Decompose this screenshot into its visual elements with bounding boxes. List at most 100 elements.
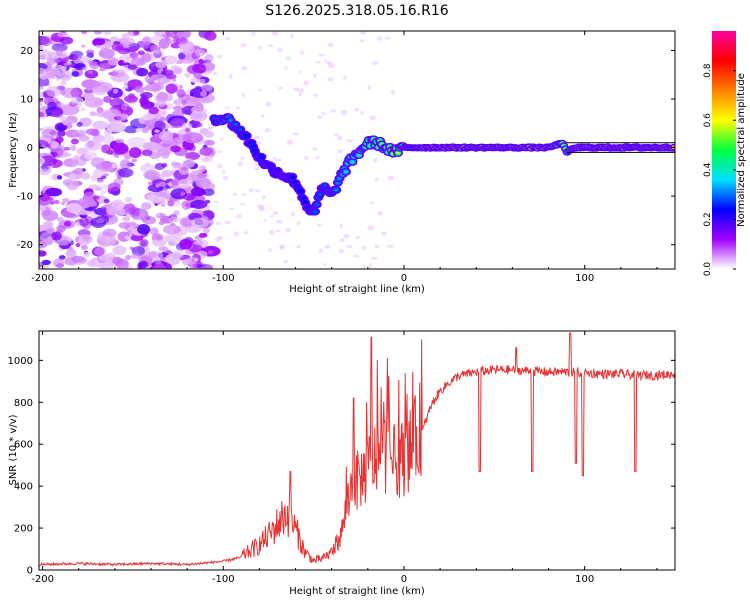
signal-core	[313, 210, 317, 213]
noise-blob	[168, 216, 180, 223]
noise-blob	[112, 245, 127, 256]
noise-blob	[137, 50, 145, 56]
noise-blob	[140, 202, 152, 210]
snr-y-label: SNR (10 * v/v)	[8, 414, 19, 485]
noise-blob	[96, 178, 104, 183]
noise-blob	[98, 48, 115, 59]
noise-blob	[354, 107, 360, 112]
noise-blob	[58, 255, 66, 260]
noise-blob	[239, 202, 246, 206]
noise-blob	[318, 53, 325, 57]
noise-blob	[39, 98, 44, 103]
noise-blob	[159, 68, 164, 72]
y-tick-label: 20	[20, 46, 33, 57]
noise-blob	[87, 259, 97, 267]
noise-blob	[65, 251, 72, 256]
signal-core	[233, 123, 238, 126]
noise-blob	[253, 135, 260, 140]
noise-blob	[87, 70, 94, 75]
noise-blob	[284, 227, 292, 233]
noise-blob	[100, 175, 107, 180]
noise-blob	[102, 134, 114, 145]
noise-blob	[106, 121, 127, 133]
noise-blob	[191, 217, 209, 229]
noise-blob	[158, 221, 165, 226]
noise-blob	[102, 31, 112, 36]
noise-blob	[222, 170, 226, 174]
noise-blob	[212, 71, 218, 76]
noise-blob	[219, 137, 223, 141]
signal-core	[238, 128, 243, 131]
noise-blob	[198, 232, 208, 238]
noise-blob	[198, 165, 206, 173]
noise-blob	[169, 118, 186, 129]
noise-blob	[377, 210, 384, 216]
signal-track	[209, 113, 675, 216]
noise-blob	[39, 49, 52, 60]
noise-blob	[143, 85, 155, 91]
noise-blob	[224, 220, 231, 225]
noise-blob	[92, 120, 109, 130]
noise-blob	[318, 248, 323, 254]
noise-blob	[204, 130, 215, 138]
noise-blob	[196, 238, 202, 242]
noise-blob	[99, 62, 111, 70]
noise-blob	[216, 54, 222, 59]
noise-blob	[70, 255, 88, 265]
signal-core	[337, 177, 342, 180]
noise-blob	[213, 200, 219, 204]
noise-blob	[156, 235, 162, 241]
noise-blob	[130, 253, 141, 260]
noise-blob	[96, 218, 105, 224]
noise-blob	[62, 74, 70, 78]
noise-blob	[133, 31, 140, 36]
noise-blob	[257, 45, 262, 50]
noise-blob	[51, 231, 62, 241]
snr-y-axis: 0 200 400 600 800 1000	[8, 356, 675, 577]
noise-blob	[39, 205, 46, 212]
spectrogram-y-axis: -20 -10 0 10 20	[17, 46, 675, 251]
noise-blob	[42, 168, 49, 172]
noise-blob	[190, 77, 198, 83]
noise-blob	[39, 250, 47, 257]
noise-blob	[386, 244, 394, 248]
noise-blob	[171, 78, 177, 82]
spectrogram-y-label: Frequency (Hz)	[8, 112, 19, 188]
noise-blob	[88, 61, 98, 67]
noise-blob	[80, 172, 91, 180]
noise-blob	[257, 204, 262, 209]
noise-blob	[180, 166, 188, 171]
y-tick-label: 400	[14, 482, 33, 493]
noise-blob	[200, 83, 213, 92]
noise-blob	[298, 92, 303, 97]
noise-blob	[173, 249, 184, 259]
noise-blob	[122, 216, 131, 222]
colorbar-label: Normalized spectral amplitude	[736, 73, 747, 227]
signal-core	[357, 153, 361, 157]
noise-blob	[51, 43, 68, 52]
noise-blob	[100, 206, 107, 211]
noise-blob	[179, 238, 192, 250]
noise-blob	[140, 239, 149, 247]
noise-blob	[189, 199, 208, 209]
x-tick-label: -100	[212, 574, 235, 585]
noise-blob	[330, 109, 336, 113]
noise-blob	[313, 93, 318, 97]
noise-blob	[355, 235, 360, 240]
noise-blob	[99, 262, 114, 269]
noise-blob	[76, 121, 83, 127]
noise-blob	[178, 52, 186, 60]
noise-blob	[207, 249, 214, 255]
noise-blob	[203, 139, 213, 145]
noise-blob	[72, 155, 81, 159]
noise-blob	[241, 66, 248, 71]
noise-blob	[127, 64, 138, 70]
noise-blob	[40, 75, 48, 80]
noise-blob	[257, 141, 262, 146]
noise-blob	[257, 88, 262, 92]
colorbar: 0.0 0.2 0.4 0.6 0.8 Normalized spectral ampl…	[703, 31, 747, 276]
noise-blob	[119, 159, 131, 170]
noise-blob	[65, 157, 79, 168]
noise-blob	[128, 147, 142, 159]
colorbar-gradient	[712, 31, 736, 269]
